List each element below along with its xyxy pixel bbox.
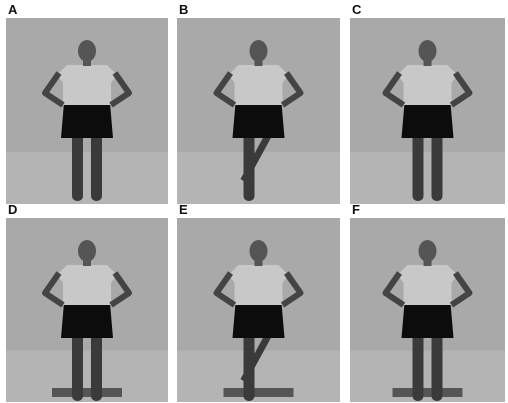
head bbox=[78, 240, 96, 262]
leg bbox=[91, 333, 102, 401]
shorts bbox=[402, 303, 454, 338]
head bbox=[250, 240, 268, 262]
head bbox=[78, 40, 96, 62]
panel bbox=[177, 218, 340, 402]
shirt bbox=[57, 65, 117, 105]
panel bbox=[6, 218, 168, 402]
shorts bbox=[402, 103, 454, 138]
head bbox=[419, 40, 437, 62]
leg bbox=[72, 333, 83, 401]
panel-label: B bbox=[179, 2, 188, 17]
panel bbox=[350, 218, 505, 402]
neck bbox=[255, 260, 263, 266]
figure: A B C D E F bbox=[0, 0, 508, 403]
leg bbox=[413, 333, 424, 401]
floor bbox=[350, 152, 505, 204]
foam-pad bbox=[224, 388, 294, 397]
panel-label: E bbox=[179, 202, 188, 217]
floor bbox=[6, 152, 168, 204]
shorts bbox=[61, 103, 113, 138]
leg bbox=[432, 333, 443, 401]
shorts bbox=[233, 303, 285, 338]
shirt bbox=[398, 265, 458, 305]
panel-label: A bbox=[8, 2, 18, 17]
leg bbox=[72, 133, 83, 201]
panel bbox=[6, 18, 168, 204]
leg bbox=[432, 133, 443, 201]
head bbox=[419, 240, 437, 262]
shirt bbox=[229, 265, 289, 305]
foam-pad bbox=[52, 388, 122, 397]
neck bbox=[424, 260, 432, 266]
neck bbox=[424, 60, 432, 66]
shirt bbox=[229, 65, 289, 105]
panel bbox=[177, 18, 340, 204]
shirt bbox=[398, 65, 458, 105]
neck bbox=[83, 260, 91, 266]
head bbox=[250, 40, 268, 62]
leg bbox=[91, 133, 102, 201]
foam-pad bbox=[393, 388, 463, 397]
shirt bbox=[57, 265, 117, 305]
panel-label: D bbox=[8, 202, 17, 217]
leg bbox=[413, 133, 424, 201]
panel-label: F bbox=[352, 202, 360, 217]
neck bbox=[83, 60, 91, 66]
panel bbox=[350, 18, 505, 204]
shorts bbox=[61, 303, 113, 338]
panel-label: C bbox=[352, 2, 362, 17]
neck bbox=[255, 60, 263, 66]
shorts bbox=[233, 103, 285, 138]
